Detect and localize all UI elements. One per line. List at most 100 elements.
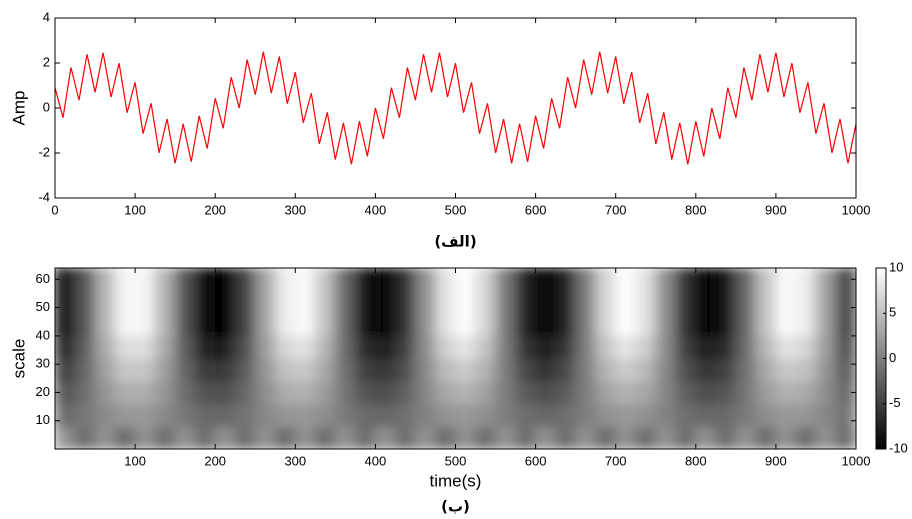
heatmap-cell — [555, 380, 577, 405]
heatmap-cell — [134, 380, 156, 405]
heatmap-cell — [815, 312, 837, 337]
heatmap-cell — [214, 425, 236, 449]
heatmap-cell — [314, 425, 336, 449]
heatmap-cell — [495, 268, 517, 292]
heatmap-cell — [374, 312, 396, 337]
heatmap-cell — [455, 290, 477, 314]
heatmap-cell — [535, 290, 557, 314]
heatmap-cells — [55, 268, 856, 449]
heatmap-cell — [374, 358, 396, 382]
heatmap-cell — [515, 403, 537, 427]
x-tick-label: 300 — [284, 202, 306, 217]
heatmap-cell — [455, 380, 477, 405]
heatmap-cell — [575, 335, 597, 359]
heatmap-cell — [675, 268, 697, 292]
heatmap-cell — [535, 268, 557, 292]
heatmap-cell — [74, 380, 96, 405]
heatmap-cell — [74, 425, 96, 449]
heatmap-cell — [334, 380, 356, 405]
heatmap-cell — [274, 268, 296, 292]
heatmap-cell — [434, 268, 456, 292]
heatmap-cell — [575, 312, 597, 337]
heatmap-cell — [775, 358, 797, 382]
heatmap-cell — [394, 425, 416, 449]
axes-frame — [54, 17, 857, 199]
heatmap-cell — [214, 290, 236, 314]
heatmap-cell — [475, 380, 497, 405]
heatmap-cell — [755, 290, 777, 314]
heatmap-cell — [55, 358, 76, 382]
heatmap-cell — [174, 403, 196, 427]
heatmap-cell — [615, 403, 637, 427]
heatmap-cell — [815, 358, 837, 382]
heatmap-cell — [715, 425, 737, 449]
heatmap-cell — [274, 358, 296, 382]
heatmap-cell — [274, 403, 296, 427]
heatmap-cell — [294, 312, 316, 337]
heatmap-cell — [354, 268, 376, 292]
heatmap-cell — [675, 290, 697, 314]
x-tick-label: 800 — [685, 453, 707, 468]
heatmap-cell — [154, 425, 176, 449]
heatmap-cell — [515, 358, 537, 382]
heatmap-cell — [274, 290, 296, 314]
y-tick-label: 40 — [36, 327, 50, 342]
heatmap-cell — [835, 358, 856, 382]
heatmap-cell — [795, 268, 817, 292]
heatmap-cell — [55, 268, 76, 292]
heatmap-cell — [455, 312, 477, 337]
heatmap-cell — [354, 335, 376, 359]
heatmap-cell — [475, 403, 497, 427]
heatmap-cell — [414, 335, 436, 359]
heatmap-cell — [675, 312, 697, 337]
heatmap-cell — [535, 425, 557, 449]
heatmap-cell — [535, 335, 557, 359]
heatmap-cell — [535, 380, 557, 405]
heatmap-cell — [775, 290, 797, 314]
y-tick-label: 50 — [36, 299, 50, 314]
heatmap-cell — [354, 425, 376, 449]
heatmap-cell — [595, 312, 617, 337]
heatmap-cell — [595, 403, 617, 427]
heatmap-cell — [55, 380, 76, 405]
colorbar-tick-label: 5 — [889, 305, 896, 320]
heatmap-cell — [675, 425, 697, 449]
heatmap-cell — [595, 380, 617, 405]
heatmap-cell — [475, 358, 497, 382]
heatmap-cell — [695, 290, 717, 314]
heatmap-cell — [735, 268, 757, 292]
heatmap-cell — [434, 380, 456, 405]
heatmap-cell — [575, 380, 597, 405]
heatmap-cell — [374, 335, 396, 359]
heatmap-cell — [74, 403, 96, 427]
heatmap-cell — [154, 403, 176, 427]
heatmap-cell — [695, 380, 717, 405]
heatmap-cell — [635, 403, 657, 427]
heatmap-cell — [394, 268, 416, 292]
y-tick-label: 60 — [36, 271, 50, 286]
heatmap-cell — [695, 403, 717, 427]
heatmap-cell — [695, 268, 717, 292]
heatmap-cell — [615, 358, 637, 382]
heatmap-cell — [795, 312, 817, 337]
heatmap-cell — [775, 425, 797, 449]
heatmap-cell — [655, 403, 677, 427]
heatmap-cell — [134, 358, 156, 382]
x-tick-label: 500 — [445, 202, 467, 217]
heatmap-cell — [134, 403, 156, 427]
heatmap-cell — [795, 335, 817, 359]
heatmap-cell — [55, 312, 76, 337]
heatmap-cell — [74, 268, 96, 292]
heatmap-cell — [134, 290, 156, 314]
heatmap-cell — [755, 403, 777, 427]
heatmap-cell — [815, 290, 837, 314]
heatmap-cell — [55, 335, 76, 359]
heatmap-cell — [114, 380, 136, 405]
heatmap-cell — [475, 268, 497, 292]
heatmap-cell — [94, 335, 116, 359]
heatmap-cell — [294, 290, 316, 314]
heatmap-cell — [835, 312, 856, 337]
heatmap-cell — [715, 380, 737, 405]
heatmap-cell — [374, 425, 396, 449]
heatmap-cell — [615, 290, 637, 314]
